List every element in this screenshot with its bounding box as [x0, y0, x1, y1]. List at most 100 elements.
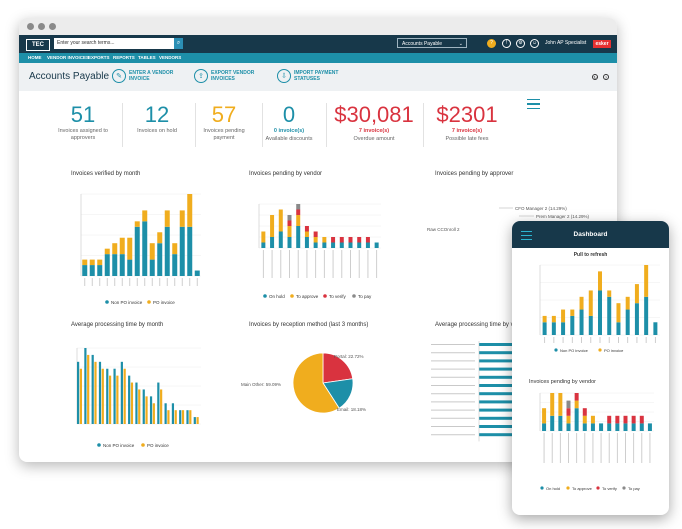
- user-icon[interactable]: ☺: [530, 39, 539, 48]
- logo[interactable]: TEC: [26, 39, 50, 51]
- bar[interactable]: [128, 375, 131, 424]
- bar[interactable]: [172, 254, 178, 276]
- kpi-discounts[interactable]: 0 0 invoice(s) Available discounts: [259, 103, 319, 142]
- pie-slice[interactable]: [292, 352, 340, 414]
- user-name[interactable]: John AP Specialist: [545, 40, 587, 46]
- bar[interactable]: [616, 322, 621, 335]
- bar[interactable]: [296, 215, 301, 226]
- bar[interactable]: [479, 367, 519, 371]
- bar[interactable]: [653, 322, 658, 335]
- import-statuses-button[interactable]: ⇩ IMPORT PAYMENT STATUSES: [277, 69, 344, 83]
- search-input[interactable]: Enter your search terms...: [54, 38, 174, 49]
- bar[interactable]: [119, 254, 125, 276]
- bar[interactable]: [348, 242, 353, 249]
- window-dot-icon[interactable]: [49, 23, 56, 30]
- bar[interactable]: [550, 393, 555, 416]
- bar[interactable]: [479, 375, 519, 379]
- settings-icon[interactable]: ⚙: [516, 39, 525, 48]
- bar[interactable]: [157, 243, 163, 276]
- bar[interactable]: [152, 403, 155, 424]
- bar[interactable]: [542, 408, 547, 424]
- bar[interactable]: [89, 265, 95, 276]
- bar[interactable]: [479, 408, 519, 412]
- bar[interactable]: [570, 315, 575, 335]
- bar[interactable]: [174, 410, 177, 424]
- bar[interactable]: [270, 237, 275, 248]
- bar[interactable]: [134, 221, 140, 227]
- nav-tables[interactable]: TABLES: [138, 55, 156, 60]
- bar[interactable]: [558, 393, 563, 416]
- bar[interactable]: [104, 254, 110, 276]
- nav-vendor-invoices[interactable]: VENDOR INVOICES: [47, 55, 90, 60]
- bar[interactable]: [98, 361, 102, 424]
- bar[interactable]: [607, 415, 612, 424]
- bar[interactable]: [582, 408, 587, 416]
- bar[interactable]: [479, 425, 519, 428]
- bar[interactable]: [82, 259, 88, 266]
- bar[interactable]: [186, 410, 189, 424]
- bar[interactable]: [101, 368, 104, 424]
- bar[interactable]: [479, 384, 519, 387]
- bar[interactable]: [113, 368, 116, 424]
- kpi-on-hold[interactable]: 12 Invoices on hold: [129, 103, 185, 135]
- bar[interactable]: [179, 226, 185, 276]
- bar[interactable]: [142, 389, 145, 424]
- enter-invoice-button[interactable]: ✎ ENTER A VENDOR INVOICE: [112, 69, 179, 83]
- kpi-pending-payment[interactable]: 57 Invoices pending payment: [196, 103, 252, 141]
- bar[interactable]: [598, 290, 602, 335]
- bar[interactable]: [116, 375, 119, 424]
- bar[interactable]: [365, 237, 370, 243]
- bar[interactable]: [331, 242, 336, 249]
- bar[interactable]: [599, 423, 604, 431]
- kpi-assigned[interactable]: 51 Invoices assigned to approvers: [55, 103, 111, 141]
- bar[interactable]: [179, 410, 182, 424]
- bar[interactable]: [365, 242, 370, 249]
- nav-exports[interactable]: EXPORTS: [88, 55, 110, 60]
- bar[interactable]: [550, 415, 555, 431]
- bar[interactable]: [479, 416, 519, 420]
- bar[interactable]: [104, 248, 110, 255]
- bar[interactable]: [91, 354, 94, 424]
- bar[interactable]: [551, 315, 556, 323]
- bar[interactable]: [194, 270, 200, 276]
- bar[interactable]: [357, 242, 362, 249]
- bar[interactable]: [261, 242, 266, 249]
- bar[interactable]: [625, 309, 630, 335]
- bar[interactable]: [647, 423, 652, 431]
- bar[interactable]: [615, 415, 620, 424]
- bar[interactable]: [84, 348, 87, 424]
- bar[interactable]: [313, 231, 318, 238]
- bar[interactable]: [566, 415, 571, 424]
- bar[interactable]: [579, 309, 584, 335]
- bar[interactable]: [588, 290, 593, 316]
- bar[interactable]: [479, 343, 519, 346]
- bar[interactable]: [566, 408, 571, 416]
- notification-icon[interactable]: !: [502, 39, 511, 48]
- bar[interactable]: [623, 415, 628, 424]
- bar[interactable]: [270, 215, 275, 237]
- export-invoices-button[interactable]: ⇪ EXPORT VENDOR INVOICES: [194, 69, 261, 83]
- bar[interactable]: [287, 237, 292, 248]
- kpi-late-fees[interactable]: $2301 7 invoice(s) Possible late fees: [427, 103, 507, 142]
- bar[interactable]: [570, 309, 575, 316]
- bar[interactable]: [479, 351, 519, 355]
- chart-pending-approver[interactable]: CFO Manager 2 (14.29%) Prem Manager 2 (1…: [427, 206, 590, 232]
- bar[interactable]: [278, 209, 283, 232]
- bar[interactable]: [97, 265, 103, 276]
- bar[interactable]: [561, 309, 566, 323]
- bar[interactable]: [77, 361, 80, 424]
- bar[interactable]: [322, 242, 327, 249]
- bar[interactable]: [542, 322, 547, 335]
- bar[interactable]: [157, 382, 160, 424]
- bar[interactable]: [164, 226, 170, 276]
- help-icon[interactable]: ?: [487, 39, 496, 48]
- bar[interactable]: [82, 265, 88, 276]
- bar[interactable]: [357, 237, 362, 243]
- bar[interactable]: [160, 389, 163, 424]
- bar[interactable]: [119, 237, 125, 255]
- bar[interactable]: [149, 396, 153, 424]
- bar[interactable]: [331, 237, 336, 243]
- bar[interactable]: [196, 417, 199, 424]
- bar[interactable]: [615, 423, 620, 431]
- bar[interactable]: [639, 415, 644, 424]
